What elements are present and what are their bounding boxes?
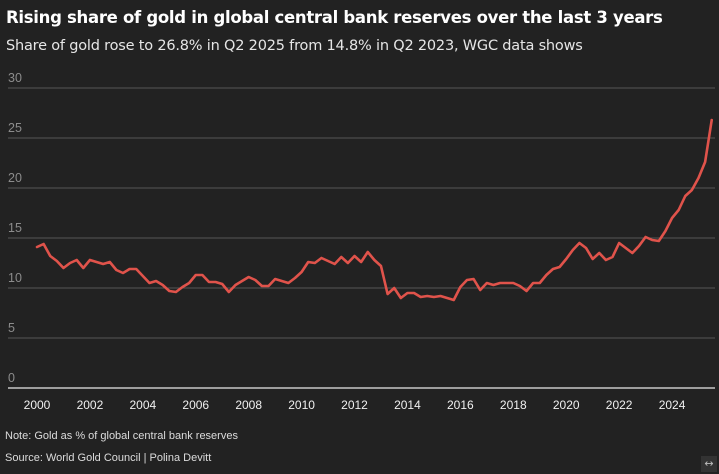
x-tick-label: 2000	[24, 398, 51, 412]
x-tick-label: 2014	[394, 398, 421, 412]
chart-note: Note: Gold as % of global central bank r…	[5, 430, 238, 442]
y-tick-label: 0	[8, 371, 15, 385]
y-tick-label: 30	[8, 71, 22, 85]
x-tick-label: 2004	[129, 398, 156, 412]
chart-source: Source: World Gold Council | Polina Devi…	[5, 452, 212, 464]
x-tick-label: 2024	[659, 398, 686, 412]
y-tick-label: 15	[8, 221, 22, 235]
x-tick-label: 2012	[341, 398, 368, 412]
y-tick-label: 20	[8, 171, 22, 185]
x-tick-label: 2008	[235, 398, 262, 412]
x-tick-label: 2018	[500, 398, 527, 412]
x-tick-label: 2016	[447, 398, 474, 412]
x-tick-label: 2002	[77, 398, 104, 412]
x-tick-label: 2022	[606, 398, 633, 412]
series-line	[35, 118, 714, 302]
y-tick-label: 10	[8, 271, 22, 285]
x-tick-label: 2020	[553, 398, 580, 412]
y-tick-label: 5	[8, 321, 15, 335]
y-tick-label: 25	[8, 121, 22, 135]
x-tick-label: 2010	[288, 398, 315, 412]
x-tick-label: 2006	[182, 398, 209, 412]
chart-title: Rising share of gold in global central b…	[6, 8, 663, 27]
arrows-horizontal-icon[interactable]: ↔	[701, 456, 717, 472]
chart-subtitle: Share of gold rose to 26.8% in Q2 2025 f…	[6, 38, 583, 54]
